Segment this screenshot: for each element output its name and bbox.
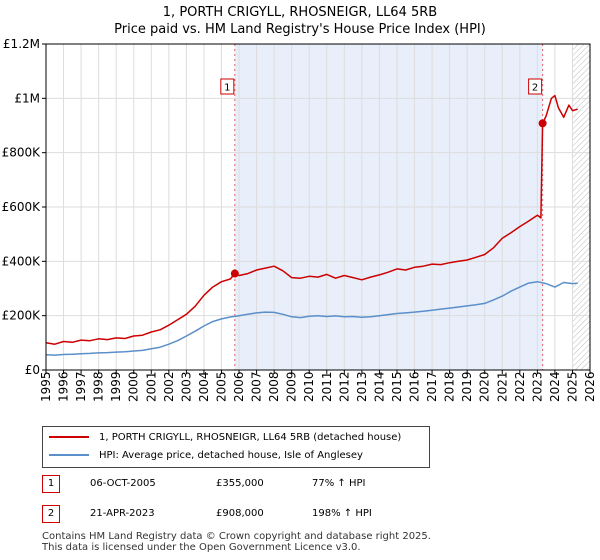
x-tick-label: 1998: [92, 371, 106, 402]
transaction-point-2: [538, 119, 547, 128]
x-tick-label: 2001: [144, 371, 158, 402]
x-tick-label: 1997: [74, 371, 88, 402]
transaction-date: 06-OCT-2005: [90, 478, 156, 489]
x-tick-label: 2017: [425, 371, 439, 402]
legend-swatch-property: [49, 436, 89, 438]
x-tick-label: 2022: [513, 371, 527, 402]
x-tick-label: 2004: [197, 371, 211, 402]
x-tick-label: 2013: [355, 371, 369, 402]
y-tick-label: £800K: [2, 146, 42, 160]
footer-line-2: This data is licensed under the Open Gov…: [42, 542, 361, 553]
x-tick-label: 2010: [302, 371, 316, 402]
transaction-hpi-change: 198% ↑ HPI: [312, 508, 372, 519]
x-tick-label: 1995: [39, 371, 53, 402]
x-tick-label: 2019: [460, 371, 474, 402]
transaction-badge: 1: [42, 475, 60, 493]
x-tick-label: 2012: [337, 371, 351, 402]
transaction-date: 21-APR-2023: [90, 508, 155, 519]
y-tick-label: £200K: [2, 309, 42, 323]
transaction-hpi-change: 77% ↑ HPI: [312, 478, 366, 489]
legend-swatch-hpi: [49, 454, 89, 456]
hpi-series-line: [45, 280, 578, 356]
x-tick-label: 2016: [408, 371, 422, 402]
title-line-2: Price paid vs. HM Land Registry's House …: [114, 22, 486, 37]
x-tick-label: 2002: [162, 371, 176, 402]
x-tick-label: 2000: [127, 371, 141, 402]
x-tick-label: 2003: [179, 371, 193, 402]
transaction-price: £355,000: [216, 478, 264, 489]
y-tick-label: £1.2M: [3, 37, 40, 51]
x-tick-label: 2023: [530, 371, 544, 402]
chart-legend: 1, PORTH CRIGYLL, RHOSNEIGR, LL64 5RB (d…: [42, 426, 430, 468]
x-tick-label: 2024: [548, 371, 562, 402]
y-tick-label: £1M: [14, 91, 40, 105]
x-tick-label: 2020: [478, 371, 492, 402]
transaction-box-2: [528, 78, 543, 95]
x-tick-label: 2025: [565, 371, 579, 402]
property-series-line: [45, 94, 578, 345]
y-tick-label: £600K: [2, 200, 42, 214]
x-tick-label: 2015: [390, 371, 404, 402]
x-tick-label: 2005: [214, 371, 228, 402]
footer-licence: Contains HM Land Registry data © Crown c…: [42, 531, 431, 553]
transaction-box-label-2: 2: [532, 83, 538, 94]
transaction-point-1: [230, 269, 239, 278]
legend-item-property: 1, PORTH CRIGYLL, RHOSNEIGR, LL64 5RB (d…: [49, 430, 401, 446]
transaction-badge: 2: [42, 505, 60, 523]
y-tick-label: £0: [25, 363, 40, 377]
footer-line-1: Contains HM Land Registry data © Crown c…: [42, 531, 431, 542]
legend-label-hpi: HPI: Average price, detached house, Isle…: [99, 450, 363, 461]
transaction-row-2: 2 21-APR-2023 £908,000 198% ↑ HPI: [42, 504, 562, 524]
x-tick-label: 2014: [372, 371, 386, 402]
legend-label-property: 1, PORTH CRIGYLL, RHOSNEIGR, LL64 5RB (d…: [99, 432, 402, 443]
y-tick-label: £400K: [2, 254, 42, 268]
x-tick-label: 2007: [250, 371, 264, 402]
x-tick-label: 2018: [443, 371, 457, 402]
legend-item-hpi: HPI: Average price, detached house, Isle…: [49, 448, 363, 464]
transaction-row-1: 1 06-OCT-2005 £355,000 77% ↑ HPI: [42, 474, 562, 494]
transaction-price: £908,000: [216, 508, 264, 519]
chart-title: 1, PORTH CRIGYLL, RHOSNEIGR, LL64 5RB Pr…: [0, 4, 600, 38]
x-tick-label: 2008: [267, 371, 281, 402]
x-tick-label: 2009: [285, 371, 299, 402]
x-tick-label: 1996: [57, 371, 71, 402]
x-tick-label: 2011: [320, 371, 334, 402]
transaction-box-1: [220, 78, 235, 95]
price-chart: 1 2 £0 £200K £400K £600K £800K £1M £1.2M 1995 199…: [2, 37, 597, 402]
x-tick-label: 2026: [583, 371, 597, 402]
x-tick-label: 2006: [232, 371, 246, 402]
transaction-box-label-1: 1: [224, 83, 230, 94]
x-tick-label: 1999: [109, 371, 123, 402]
x-tick-label: 2021: [495, 371, 509, 402]
title-line-1: 1, PORTH CRIGYLL, RHOSNEIGR, LL64 5RB: [162, 5, 438, 20]
